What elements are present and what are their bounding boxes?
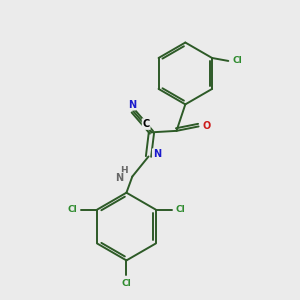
Text: O: O: [203, 122, 211, 131]
Text: Cl: Cl: [232, 56, 242, 65]
Text: Cl: Cl: [122, 279, 131, 288]
Text: N: N: [153, 149, 161, 159]
Text: Cl: Cl: [67, 205, 77, 214]
Text: C: C: [142, 119, 150, 129]
Text: H: H: [120, 166, 128, 175]
Text: Cl: Cl: [176, 205, 186, 214]
Text: N: N: [115, 173, 123, 183]
Text: N: N: [128, 100, 136, 110]
